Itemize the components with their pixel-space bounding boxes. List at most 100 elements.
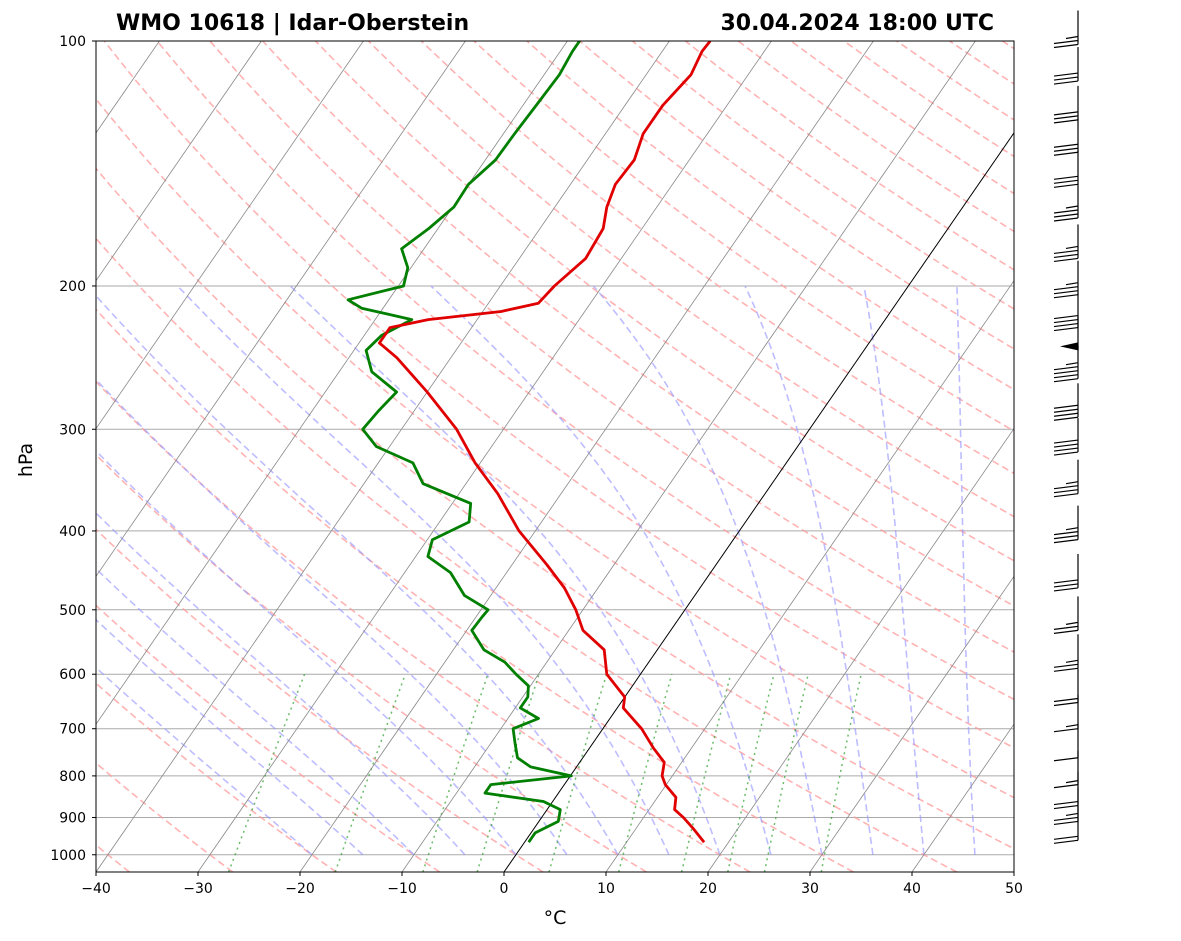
x-tick-label: 40 [903, 881, 921, 897]
wind-barb [1053, 47, 1079, 85]
barb-full [1053, 322, 1079, 328]
wind-barb [1053, 383, 1079, 421]
dry-adiabat [262, 41, 1014, 607]
moist-adiabat [430, 285, 772, 856]
barb-full [1053, 213, 1079, 218]
barb-full [1053, 663, 1079, 668]
wind-barb [1053, 596, 1079, 634]
barb-full [1053, 493, 1079, 498]
moist-adiabat [177, 285, 670, 856]
barb-half [1065, 35, 1079, 40]
barb-half [1065, 659, 1079, 663]
barb-full [1053, 839, 1079, 844]
isotherm [96, 41, 670, 872]
barb-full [1053, 143, 1079, 148]
mixing-ratio-line [227, 673, 306, 872]
moist-adiabat [96, 511, 466, 856]
barb-full [1053, 757, 1079, 762]
barb-full [1053, 539, 1079, 544]
x-tick-label: 10 [597, 881, 615, 897]
plot-area [96, 41, 1014, 872]
barb-full [1053, 587, 1079, 592]
wind-barb [1053, 150, 1079, 188]
barb-half [1065, 812, 1079, 817]
wind-barb [1053, 505, 1079, 544]
barb-full [1053, 535, 1079, 540]
barb-full [1053, 257, 1079, 263]
dry-adiabat [103, 41, 1014, 749]
x-tick-label: −10 [387, 881, 417, 897]
barb-full [1053, 119, 1079, 124]
x-axis-label: °C [544, 907, 567, 929]
y-tick-label: 200 [59, 279, 86, 295]
x-tick-label: 30 [801, 881, 819, 897]
y-tick-label: 500 [59, 603, 86, 619]
title-datetime: 30.04.2024 18:00 UTC [720, 11, 994, 36]
barb-half [1065, 621, 1079, 625]
barb-full [1053, 370, 1079, 375]
wind-barb [1053, 260, 1079, 299]
barb-full [1053, 290, 1079, 295]
wind-barb [1053, 85, 1079, 124]
isotherm [299, 41, 874, 872]
barb-full [1053, 625, 1079, 630]
y-tick-label: 300 [59, 422, 86, 438]
barb-full [1053, 80, 1079, 85]
barb-full [1053, 366, 1079, 371]
dry-adiabat [209, 41, 1014, 653]
dry-adiabat [96, 308, 854, 872]
y-tick-label: 400 [59, 524, 86, 540]
barb-full [1053, 701, 1079, 707]
barb-full [1053, 835, 1079, 840]
mixing-ratio-lines [227, 673, 862, 872]
barb-full [1053, 318, 1079, 324]
mixing-ratio-line [476, 673, 540, 872]
y-tick-label: 900 [59, 811, 86, 827]
barb-full [1053, 378, 1079, 383]
barb-full [1053, 374, 1079, 379]
barb-half [1065, 245, 1079, 250]
barb-full [1053, 43, 1079, 49]
barb-full [1053, 404, 1079, 409]
isotherm-0c [503, 131, 1014, 872]
dry-adiabat [96, 762, 234, 872]
y-tick-label: 100 [59, 34, 86, 50]
mixing-ratio-line [548, 673, 608, 872]
barb-full [1053, 183, 1079, 188]
barb-full [1053, 314, 1079, 320]
barb-full [1053, 451, 1079, 456]
barb-full [1053, 111, 1079, 116]
moist-adiabat [956, 285, 976, 855]
barb-full [1053, 583, 1079, 588]
barb-half [1065, 780, 1079, 784]
x-tick-label: 20 [699, 881, 717, 897]
barb-full [1053, 217, 1079, 222]
temperature-line [378, 41, 712, 844]
zero-isotherm [503, 131, 1014, 872]
barb-full [1053, 175, 1079, 180]
barb-half [1065, 282, 1079, 286]
mixing-ratio-line [334, 673, 407, 872]
barb-full [1053, 784, 1079, 789]
barb-full [1053, 579, 1079, 584]
dry-adiabat [96, 380, 751, 872]
dry-adiabat [96, 528, 544, 872]
x-tick-label: −20 [285, 881, 315, 897]
barb-full [1053, 629, 1079, 634]
barb-full [1053, 286, 1079, 291]
x-tick-label: −40 [81, 881, 111, 897]
wind-barb [1053, 10, 1079, 49]
isotherm [197, 41, 772, 872]
moist-adiabat [96, 449, 517, 856]
plot-frame [95, 40, 1015, 873]
dry-adiabat [526, 41, 1014, 391]
wind-barb [1053, 418, 1079, 456]
barb-half [1065, 481, 1079, 485]
y-axis-label: hPa [15, 443, 37, 477]
isotherms [96, 41, 1014, 872]
isotherm [809, 575, 1014, 872]
barb-full [1053, 447, 1079, 452]
barb-full [1053, 667, 1079, 672]
wind-barb [1053, 183, 1079, 222]
